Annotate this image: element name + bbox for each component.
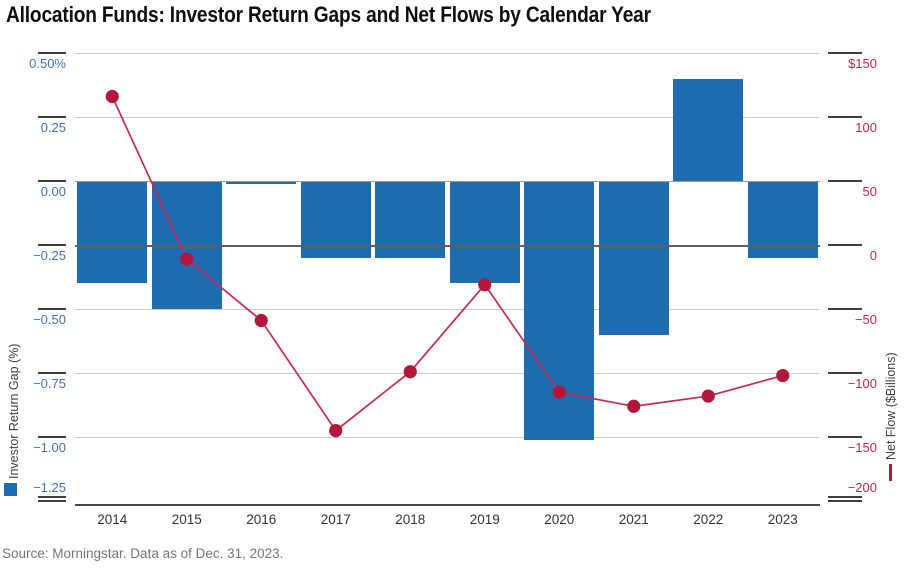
year-label-2014: 2014	[97, 512, 128, 527]
left_axis-tick	[38, 372, 66, 374]
right_axis-tick	[828, 180, 862, 182]
chart-title: Allocation Funds: Investor Return Gaps a…	[6, 2, 651, 27]
gridline--1	[75, 437, 820, 438]
left-axis-title: Investor Return Gap (%)	[7, 343, 21, 479]
year-label-2019: 2019	[469, 512, 500, 527]
left_axis-tick-label: −0.75	[33, 376, 66, 391]
bar-2014	[77, 181, 148, 284]
right_axis-tick	[828, 52, 862, 54]
right_axis-tick-end	[828, 500, 862, 502]
left_axis-tick	[38, 116, 66, 118]
left_axis-tick	[38, 308, 66, 310]
year-label-2021: 2021	[618, 512, 649, 527]
net-flow-point-2023	[776, 368, 790, 383]
net-flow-point-2016	[254, 313, 268, 328]
right_axis-tick	[828, 436, 862, 438]
left_axis-tick	[38, 52, 66, 54]
left_axis-tick-label: 0.25	[40, 120, 66, 135]
right_axis-tick-label: 50	[862, 184, 877, 199]
bar-2019	[449, 181, 520, 284]
left_axis-tick	[38, 244, 66, 246]
left_axis-tick	[38, 436, 66, 438]
year-label-2023: 2023	[767, 512, 798, 527]
left_axis-tick-label: 0.00	[40, 184, 66, 199]
x-axis-line	[75, 504, 820, 506]
bar-series-legend-swatch	[4, 483, 17, 496]
left_axis-tick-label: −1.00	[33, 440, 66, 455]
bar-2022	[673, 78, 744, 181]
line-series-legend-swatch	[889, 464, 892, 481]
right_axis-tick	[828, 244, 862, 246]
net-flow-point-2014	[105, 89, 119, 104]
year-label-2018: 2018	[395, 512, 426, 527]
year-label-2022: 2022	[693, 512, 724, 527]
right_axis-tick-label: −100	[847, 376, 877, 391]
left_axis-tick	[38, 180, 66, 182]
gridline-0	[75, 181, 820, 182]
year-label-2015: 2015	[171, 512, 202, 527]
net-flow-point-2021	[627, 399, 641, 413]
right_axis-tick	[828, 496, 862, 498]
right_axis-tick-label: 100	[855, 120, 877, 135]
gridline-0.5	[75, 53, 820, 54]
right_axis-tick-label: −200	[847, 480, 877, 495]
right_axis-tick	[828, 308, 862, 310]
bar-2021	[598, 181, 669, 335]
gridline--0.75	[75, 373, 820, 374]
gridline--0.25	[75, 245, 820, 247]
year-label-2016: 2016	[246, 512, 277, 527]
right_axis-tick	[828, 116, 862, 118]
bar-2020	[524, 181, 595, 440]
source-note: Source: Morningstar. Data as of Dec. 31,…	[2, 546, 284, 561]
year-label-2020: 2020	[544, 512, 575, 527]
left_axis-tick-label: −0.25	[33, 248, 66, 263]
right-axis-title: Net Flow ($Billions)	[884, 352, 898, 460]
net-flow-point-2017	[329, 424, 343, 438]
right_axis-tick	[828, 372, 862, 374]
right_axis-tick-label: $150	[848, 56, 877, 71]
left_axis-tick	[38, 496, 66, 498]
left_axis-tick-label: −0.50	[33, 312, 66, 327]
left_axis-tick-end	[38, 500, 66, 502]
right_axis-tick-label: 0	[869, 248, 877, 263]
left_axis-tick-label: −1.25	[33, 480, 66, 495]
gridline--0.5	[75, 309, 820, 310]
net-flow-point-2018	[403, 365, 417, 379]
year-label-2017: 2017	[320, 512, 351, 527]
net-flow-point-2022	[701, 389, 715, 403]
right_axis-tick-label: −150	[847, 440, 877, 455]
right_axis-tick-label: −50	[854, 312, 877, 327]
left_axis-tick-label: 0.50%	[29, 56, 66, 71]
